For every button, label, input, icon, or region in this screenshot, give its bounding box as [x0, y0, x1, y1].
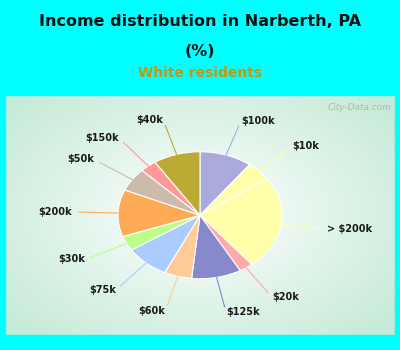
Bar: [0, 88, 400, 95]
Wedge shape: [125, 170, 200, 215]
Wedge shape: [200, 164, 267, 215]
Text: $40k: $40k: [136, 115, 163, 125]
Text: $200k: $200k: [38, 207, 72, 217]
Text: Income distribution in Narberth, PA: Income distribution in Narberth, PA: [39, 14, 361, 29]
Wedge shape: [165, 215, 200, 278]
Text: White residents: White residents: [138, 66, 262, 80]
Bar: [395, 88, 400, 343]
Text: $100k: $100k: [241, 116, 274, 126]
Wedge shape: [118, 190, 200, 237]
Text: > $200k: > $200k: [327, 224, 372, 234]
Text: (%): (%): [185, 44, 215, 59]
Text: $75k: $75k: [89, 285, 116, 295]
Wedge shape: [142, 162, 200, 215]
Text: $125k: $125k: [226, 307, 260, 317]
Text: $10k: $10k: [292, 141, 319, 152]
Wedge shape: [132, 215, 200, 273]
Wedge shape: [200, 215, 252, 271]
Wedge shape: [200, 152, 250, 215]
Wedge shape: [192, 215, 240, 279]
Wedge shape: [123, 215, 200, 250]
Text: $30k: $30k: [58, 254, 85, 264]
Text: $150k: $150k: [86, 133, 119, 143]
Text: $60k: $60k: [138, 306, 166, 316]
Wedge shape: [155, 152, 200, 215]
Bar: [0, 335, 400, 343]
Text: City-Data.com: City-Data.com: [328, 103, 392, 112]
Text: $50k: $50k: [67, 154, 94, 164]
Bar: [0, 88, 5, 343]
Wedge shape: [200, 178, 282, 265]
Text: $20k: $20k: [272, 292, 299, 302]
